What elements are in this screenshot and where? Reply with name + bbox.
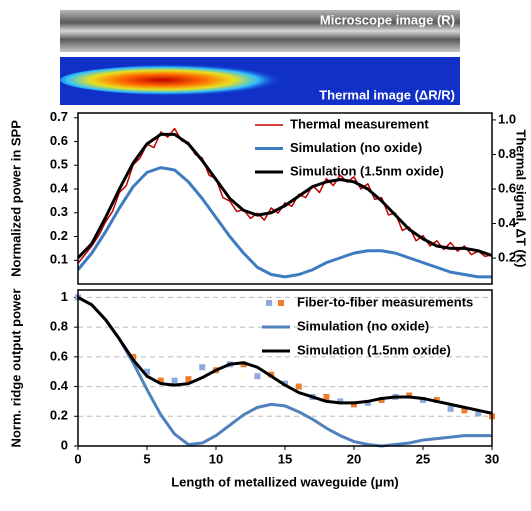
thermal-spot — [60, 64, 360, 96]
legend-label: Simulation (no oxide) — [297, 318, 429, 333]
plot-frame — [77, 289, 493, 447]
x-axis-label: Length of metallized waveguide (μm) — [171, 474, 399, 489]
y2-tick-label: 0.6 — [498, 180, 516, 195]
x-tick-label: 30 — [485, 451, 499, 466]
x-tick-label: 5 — [143, 451, 150, 466]
legend-label: Fiber-to-fiber measurements — [297, 294, 473, 309]
legend-label: Thermal measurement — [290, 116, 429, 131]
legend-label: Simulation (1.5nm oxide) — [297, 342, 451, 357]
microscope-image — [60, 10, 460, 52]
y2-axis-label: Thermal signal, ΔT (K) — [514, 130, 529, 268]
y2-tick-label: 1.0 — [498, 111, 516, 126]
y-tick-label: 0.6 — [50, 133, 68, 148]
y-tick-label: 0.7 — [50, 109, 68, 124]
y-tick-label: 0.2 — [50, 228, 68, 243]
series-line — [76, 166, 492, 279]
legend-label: Simulation (no oxide) — [290, 140, 422, 155]
marker — [171, 377, 178, 384]
marker — [130, 353, 137, 360]
y-tick-label: 0.2 — [50, 408, 68, 423]
marker — [447, 405, 454, 412]
series-line — [77, 296, 493, 415]
marker — [475, 410, 482, 417]
x-tick-label: 10 — [209, 451, 223, 466]
plot-frame — [77, 112, 493, 285]
marker — [157, 377, 164, 384]
y2-tick-label: 0.4 — [498, 215, 517, 230]
legend-label: Simulation (1.5nm oxide) — [290, 163, 444, 178]
y-axis-label: Normalized power in SPP — [8, 120, 23, 277]
y-tick-label: 0 — [61, 437, 68, 452]
marker — [295, 383, 302, 390]
x-tick-label: 15 — [278, 451, 292, 466]
y-tick-label: 0.8 — [50, 319, 68, 334]
image-label: Microscope image (R) — [320, 12, 455, 27]
series-line — [77, 296, 492, 448]
plots: 0.1 0.2 0.3 0.4 0.5 0.6 0.7 0.2 0.4 0.6 0.8 1.0 Norm… — [8, 109, 528, 489]
marker — [199, 364, 206, 371]
x-tick-label: 0 — [74, 451, 81, 466]
y-tick-label: 0.3 — [50, 204, 68, 219]
y2-tick-label: 0.2 — [498, 250, 516, 265]
image-label: Thermal image (ΔR/R) — [319, 87, 455, 102]
y-tick-label: 0.6 — [50, 348, 68, 363]
x-tick-label: 20 — [347, 451, 361, 466]
x-tick-label: 25 — [416, 451, 430, 466]
y-tick-label: 0.4 — [50, 180, 69, 195]
series-line — [76, 132, 493, 259]
marker — [461, 407, 468, 414]
y-tick-label: 1 — [61, 289, 68, 304]
marker — [323, 393, 330, 400]
y2-tick-label: 0.8 — [498, 146, 516, 161]
marker — [185, 376, 192, 383]
legend-marker — [266, 300, 272, 306]
marker — [144, 368, 150, 375]
marker — [254, 373, 261, 380]
y-tick-label: 0.1 — [50, 252, 68, 267]
legend-marker — [278, 300, 284, 306]
y-tick-label: 0.5 — [50, 157, 68, 172]
y-tick-label: 0.4 — [50, 378, 69, 393]
y-axis-label: Norm. ridge output power — [8, 289, 23, 448]
